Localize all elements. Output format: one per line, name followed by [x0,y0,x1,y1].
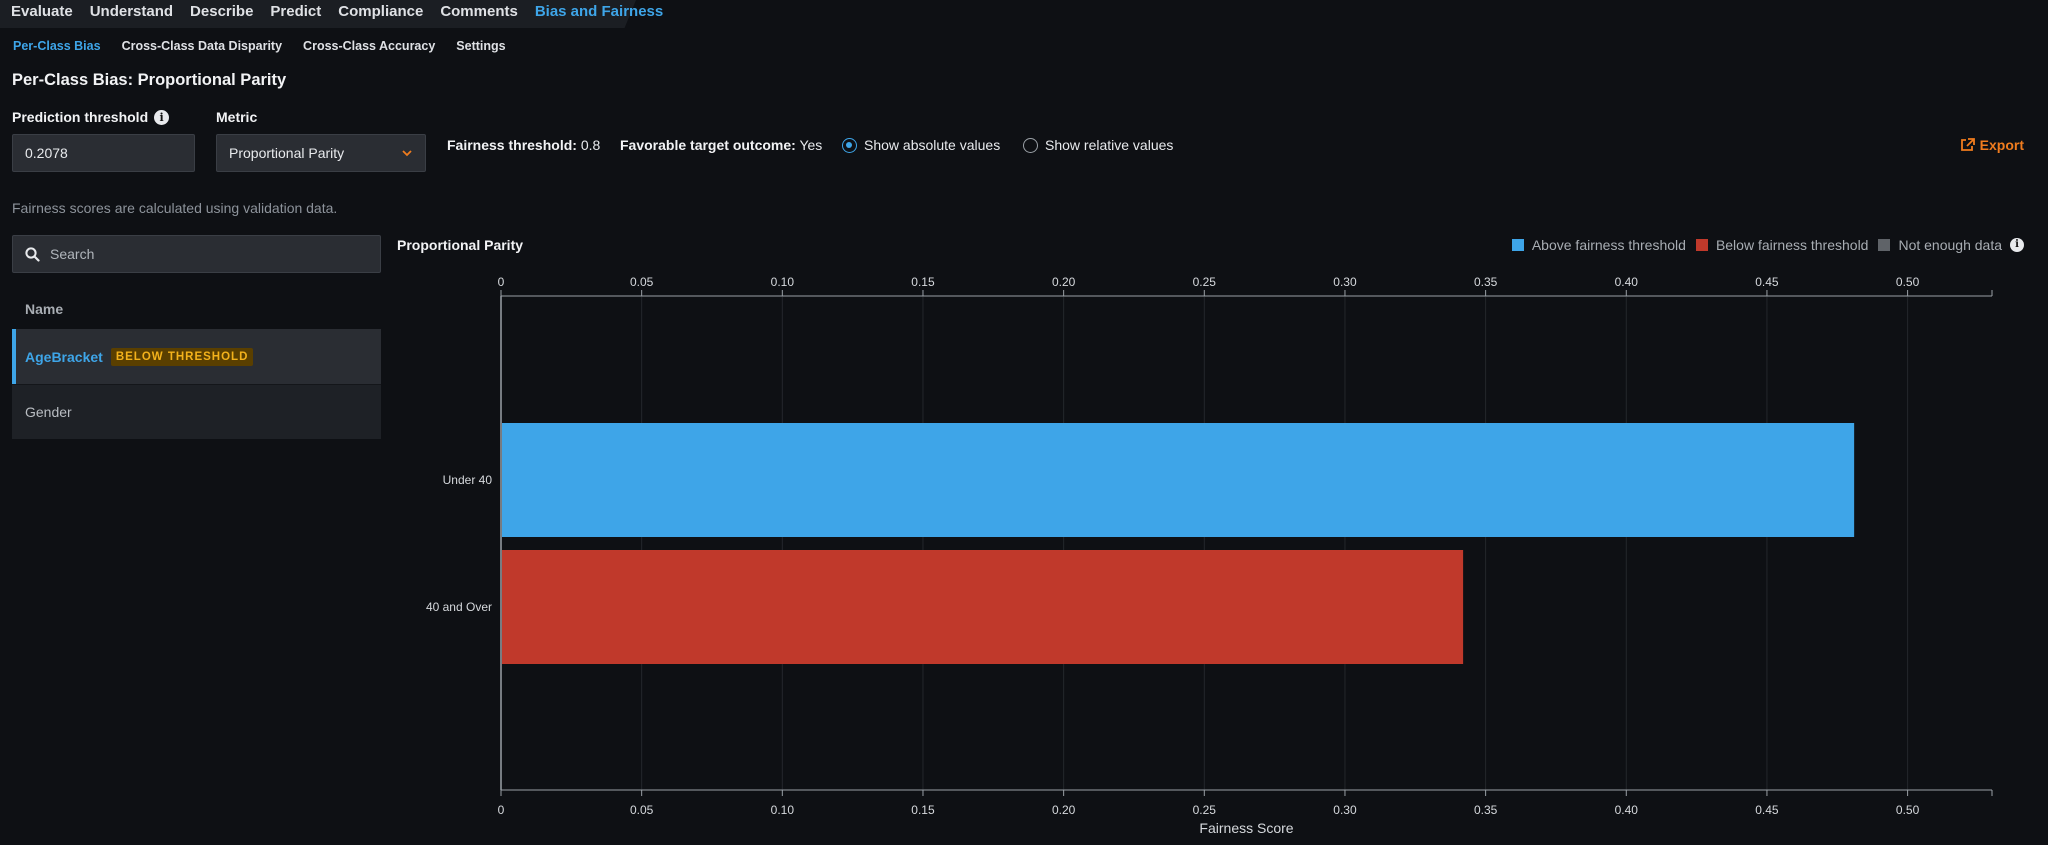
legend-label-above: Above fairness threshold [1531,237,1686,253]
search-box[interactable] [12,235,381,273]
x-tick-label-top: 0.35 [1474,275,1498,289]
show-absolute-values-label: Show absolute values [864,137,1001,153]
list-item-label: AgeBracket [25,348,103,365]
x-tick-label-top: 0.45 [1755,275,1779,289]
info-icon[interactable]: i [154,109,170,125]
x-tick-label-bottom: 0.35 [1474,803,1498,817]
x-tick-label-bottom: 0.05 [630,803,654,817]
legend-label-not-enough: Not enough data [1898,237,2002,253]
x-tick-label-top: 0.20 [1052,275,1076,289]
legend-item-not-enough: Not enough data i [1878,237,2024,253]
subtab-settings[interactable]: Settings [456,39,506,53]
x-tick-label-bottom: 0.10 [771,803,795,817]
list-item-agebracket[interactable]: AgeBracket BELOW THRESHOLD [12,329,381,384]
top-nav: Evaluate Understand Describe Predict Com… [0,0,669,24]
fairness-threshold-label: Fairness threshold: [447,137,577,153]
x-tick-label-top: 0.05 [630,275,654,289]
chart-legend: Above fairness threshold Below fairness … [1511,237,2024,253]
x-tick-label-top: 0.15 [911,275,935,289]
x-tick-label-top: 0.10 [771,275,795,289]
tab-comments[interactable]: Comments [440,3,518,20]
legend-swatch-above [1511,239,1524,251]
x-tick-label-top: 0.40 [1615,275,1639,289]
x-tick-label-top: 0 [498,275,505,289]
prediction-threshold-label-text: Prediction threshold [12,109,149,125]
favorable-target-outcome-label: Favorable target outcome: [620,137,796,153]
x-tick-label-bottom: 0.20 [1052,803,1076,817]
legend-swatch-below [1695,239,1708,251]
sub-tabs: Per-Class Bias Cross-Class Data Disparit… [13,39,506,53]
x-axis-title: Fairness Score [1199,820,1293,836]
status-badge: BELOW THRESHOLD [110,347,254,366]
legend-label-below: Below fairness threshold [1715,237,1869,253]
list-item-label: Gender [25,404,72,420]
metric-label: Metric [216,109,258,125]
x-tick-label-bottom: 0.40 [1615,803,1639,817]
validation-note: Fairness scores are calculated using val… [12,200,338,216]
tab-understand[interactable]: Understand [89,3,174,20]
favorable-target-outcome-value: Yes [799,137,823,153]
tab-evaluate[interactable]: Evaluate [11,3,73,20]
info-icon[interactable]: i [2010,238,2024,252]
chart-title: Proportional Parity [397,237,524,253]
export-label: Export [1979,137,2024,153]
export-icon [1960,138,1975,151]
search-input[interactable] [48,245,380,263]
search-icon [25,246,40,262]
legend-item-above: Above fairness threshold [1511,237,1686,253]
feature-list: AgeBracket BELOW THRESHOLD Gender [12,329,381,439]
y-category-label: Under 40 [443,473,493,487]
fairness-threshold-value: 0.8 [580,137,601,153]
fairness-threshold: Fairness threshold: 0.8 [447,137,600,153]
bar-40-and-over [502,550,1464,664]
subtab-cross-class-data-disparity[interactable]: Cross-Class Data Disparity [121,39,283,53]
x-tick-label-top: 0.50 [1896,275,1920,289]
radio-selected-icon [842,137,857,153]
metric-select-value: Proportional Parity [229,145,345,161]
legend-swatch-not-enough [1878,239,1891,251]
prediction-threshold-label: Prediction threshold i [12,109,170,125]
x-tick-label-bottom: 0.25 [1193,803,1217,817]
y-category-label: 40 and Over [426,600,492,614]
legend-item-below: Below fairness threshold [1695,237,1869,253]
page-title: Per-Class Bias: Proportional Parity [12,71,287,89]
x-tick-label-bottom: 0.30 [1333,803,1357,817]
chevron-down-icon [402,150,412,157]
radio-unselected-icon [1023,137,1038,153]
favorable-target-outcome: Favorable target outcome: Yes [620,137,822,153]
list-header-name: Name [25,301,64,317]
bar-under-40 [502,423,1855,537]
export-button[interactable]: Export [1960,137,2024,153]
tab-describe[interactable]: Describe [190,3,254,20]
top-nav-background [0,0,636,28]
x-tick-label-bottom: 0.45 [1755,803,1779,817]
show-relative-values-radio[interactable]: Show relative values [1023,137,1173,153]
x-tick-label-top: 0.30 [1333,275,1357,289]
x-tick-label-top: 0.25 [1193,275,1217,289]
list-item-gender[interactable]: Gender [12,384,381,439]
metric-select[interactable]: Proportional Parity [216,134,426,172]
subtab-per-class-bias[interactable]: Per-Class Bias [13,39,101,53]
prediction-threshold-input[interactable] [12,134,195,172]
x-tick-label-bottom: 0.50 [1896,803,1920,817]
show-relative-values-label: Show relative values [1045,137,1174,153]
show-absolute-values-radio[interactable]: Show absolute values [842,137,1000,153]
subtab-cross-class-accuracy[interactable]: Cross-Class Accuracy [303,39,436,53]
tab-predict[interactable]: Predict [270,3,322,20]
x-tick-label-bottom: 0 [498,803,505,817]
tab-compliance[interactable]: Compliance [338,3,424,20]
x-tick-label-bottom: 0.15 [911,803,935,817]
tab-bias-and-fairness[interactable]: Bias and Fairness [534,3,664,20]
